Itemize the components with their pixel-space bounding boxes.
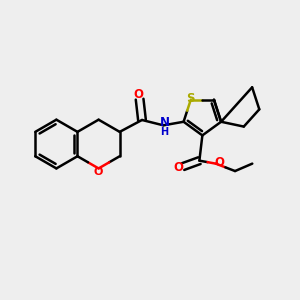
Text: H: H xyxy=(160,127,168,137)
Text: S: S xyxy=(187,92,195,105)
Text: O: O xyxy=(214,156,224,169)
Text: O: O xyxy=(133,88,143,101)
Text: N: N xyxy=(160,116,170,130)
Text: O: O xyxy=(93,167,103,177)
Text: O: O xyxy=(174,161,184,174)
